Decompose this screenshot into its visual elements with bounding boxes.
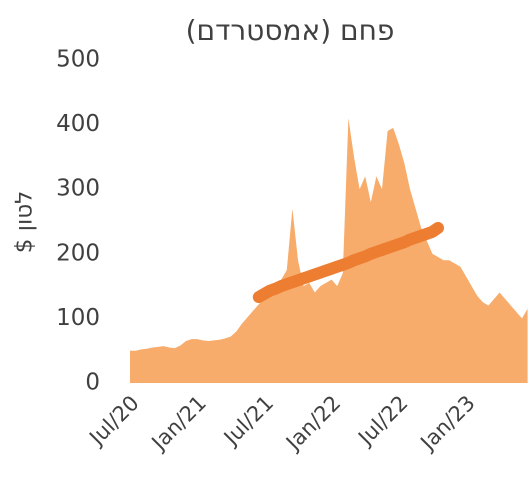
y-tick-label: 400 bbox=[56, 111, 100, 137]
y-tick-label: 500 bbox=[56, 47, 100, 73]
chart-title: פחם (אמסטרדם) bbox=[186, 14, 395, 47]
x-tick-label: Jan/22 bbox=[280, 391, 345, 456]
trend-line bbox=[252, 221, 444, 304]
x-tick-label: Jul/20 bbox=[84, 391, 144, 451]
y-tick-label: 0 bbox=[85, 370, 100, 396]
y-tick-label: 300 bbox=[56, 176, 100, 202]
area bbox=[130, 118, 528, 383]
y-tick-label: 100 bbox=[56, 305, 100, 331]
x-tick-label: Jan/21 bbox=[146, 391, 211, 456]
x-tick-label: Jul/22 bbox=[352, 391, 412, 451]
y-tick-label: 200 bbox=[56, 240, 100, 266]
x-tick-label: Jul/21 bbox=[218, 391, 278, 451]
y-axis-label: $ לטון bbox=[12, 191, 38, 253]
x-tick-label: Jan/23 bbox=[415, 391, 480, 456]
